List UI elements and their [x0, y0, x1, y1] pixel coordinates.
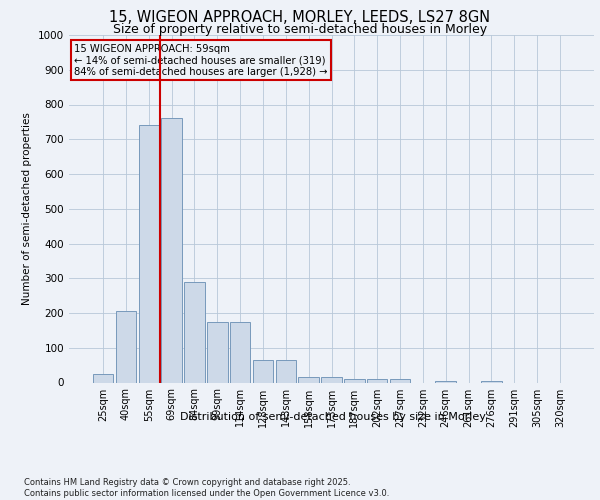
Bar [116, 312, 136, 382]
Bar [184, 282, 205, 382]
Text: Distribution of semi-detached houses by size in Morley: Distribution of semi-detached houses by … [180, 412, 486, 422]
Bar [253, 360, 273, 382]
Bar [230, 322, 250, 382]
Bar [344, 379, 365, 382]
Bar [436, 381, 456, 382]
Bar [93, 374, 113, 382]
Bar [207, 322, 227, 382]
Text: Size of property relative to semi-detached houses in Morley: Size of property relative to semi-detach… [113, 23, 487, 36]
Bar [298, 378, 319, 382]
Y-axis label: Number of semi-detached properties: Number of semi-detached properties [22, 112, 32, 305]
Text: Contains HM Land Registry data © Crown copyright and database right 2025.
Contai: Contains HM Land Registry data © Crown c… [24, 478, 389, 498]
Bar [321, 378, 342, 382]
Text: 15 WIGEON APPROACH: 59sqm
← 14% of semi-detached houses are smaller (319)
84% of: 15 WIGEON APPROACH: 59sqm ← 14% of semi-… [74, 44, 328, 77]
Bar [390, 379, 410, 382]
Text: 15, WIGEON APPROACH, MORLEY, LEEDS, LS27 8GN: 15, WIGEON APPROACH, MORLEY, LEEDS, LS27… [109, 10, 491, 25]
Bar [367, 379, 388, 382]
Bar [275, 360, 296, 382]
Bar [139, 126, 159, 382]
Bar [481, 381, 502, 382]
Bar [161, 118, 182, 382]
